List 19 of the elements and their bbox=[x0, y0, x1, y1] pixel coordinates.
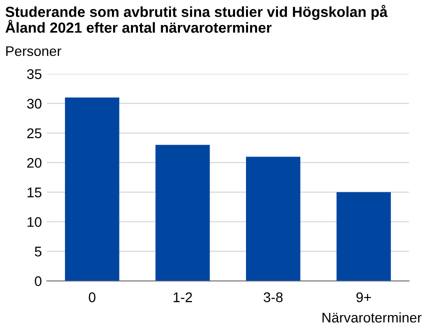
x-tick-label: 3-8 bbox=[264, 292, 283, 302]
y-tick-label: 25 bbox=[27, 128, 42, 138]
y-axis-title: Personer bbox=[6, 46, 62, 56]
x-axis-title: Närvaroterminer bbox=[322, 312, 422, 323]
x-tick-label: 1-2 bbox=[174, 292, 192, 302]
bar bbox=[246, 156, 300, 281]
y-tick-label: 0 bbox=[34, 276, 42, 286]
bar bbox=[64, 98, 120, 281]
y-tick-label: 20 bbox=[27, 158, 42, 168]
y-tick-label: 10 bbox=[28, 217, 42, 227]
y-tick-label: 30 bbox=[27, 98, 42, 109]
bar bbox=[155, 144, 210, 281]
y-tick-label: 35 bbox=[27, 69, 42, 80]
y-tick-label: 15 bbox=[28, 188, 42, 198]
chart-title: Studerande som avbrutit sina studier vid Högskolan på Åland 2021 efter antal närvaroterminer bbox=[5, 4, 388, 33]
bar bbox=[336, 192, 391, 281]
x-tick-label: 9+ bbox=[356, 292, 371, 302]
x-tick-label: 0 bbox=[88, 292, 96, 302]
y-tick-label: 5 bbox=[34, 246, 42, 256]
